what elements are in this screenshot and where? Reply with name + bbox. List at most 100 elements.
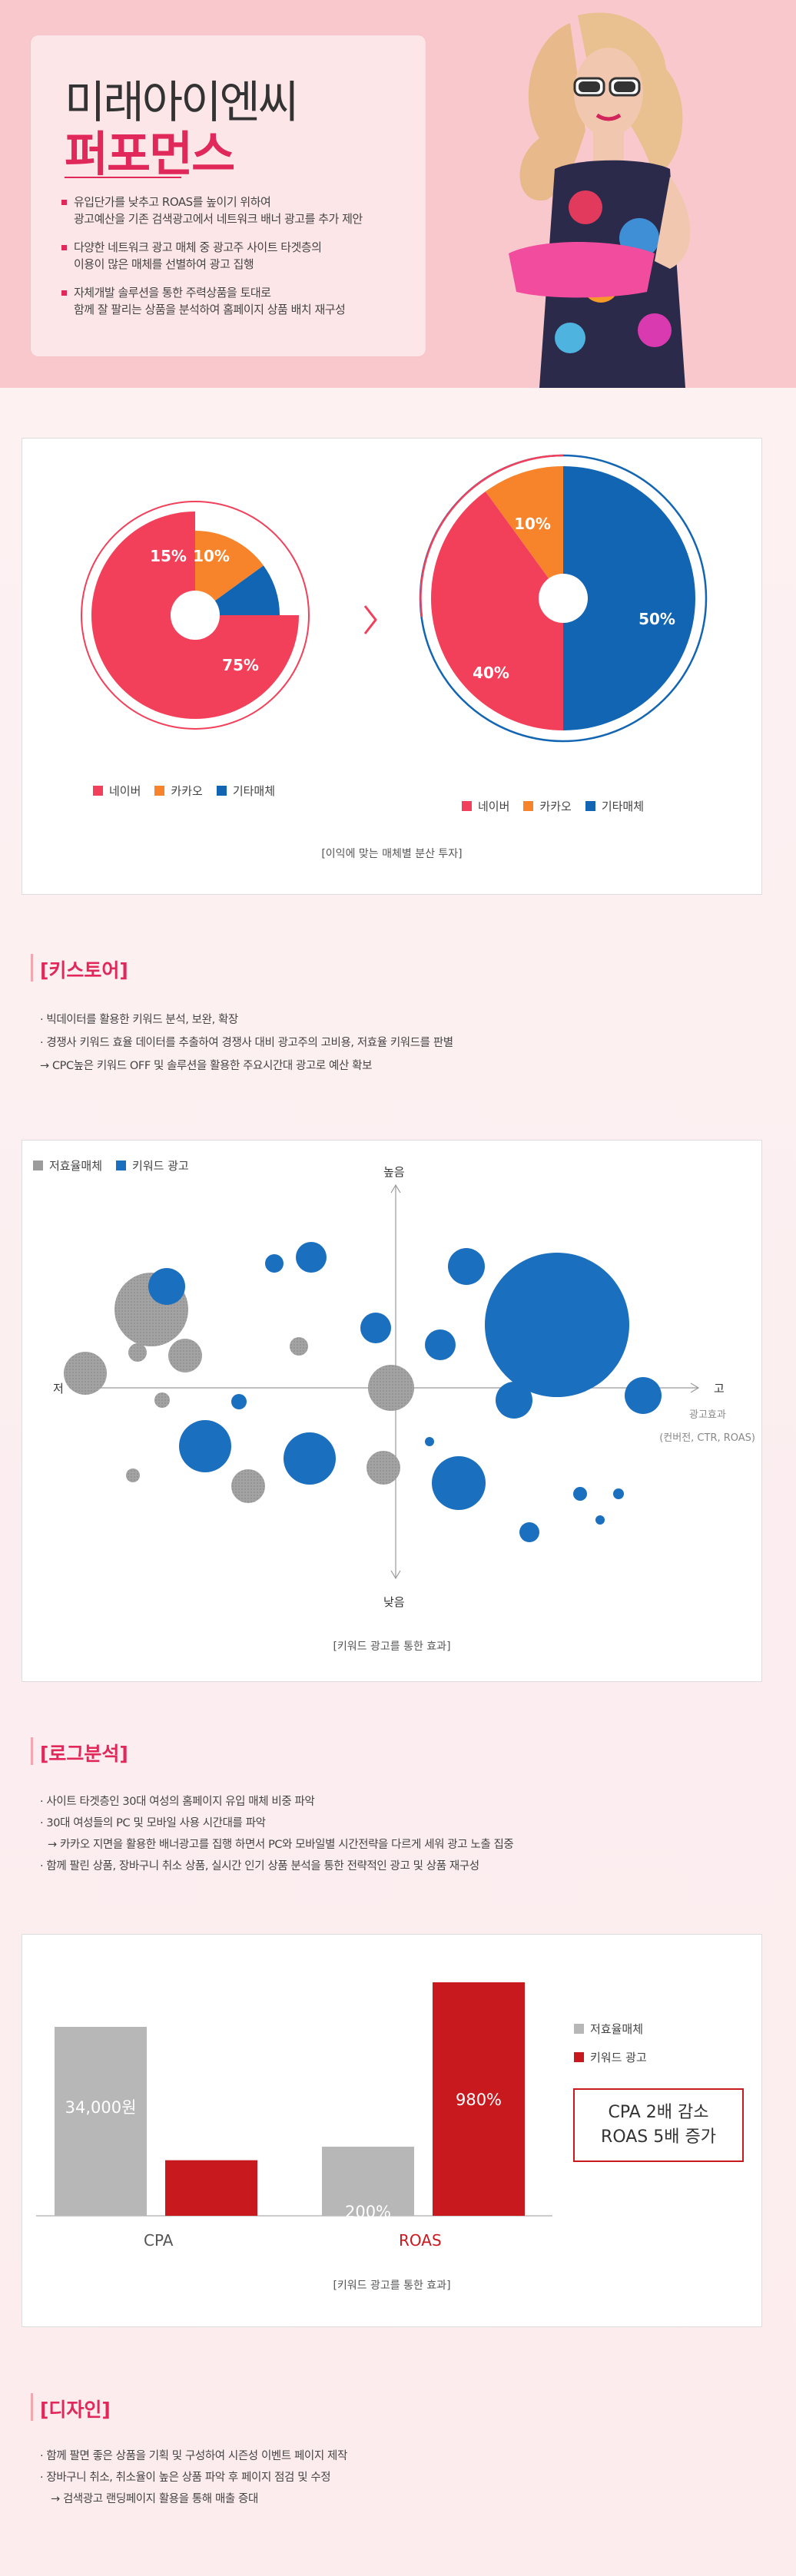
design-item: → 검색광고 랜딩페이지 활용을 통해 매출 증대 <box>51 2493 258 2505</box>
bubble-keyword-ad <box>425 1437 434 1446</box>
bubble-low-efficiency <box>290 1337 308 1356</box>
design-item: · 함께 팔면 좋은 상품을 기획 및 구성하여 시즌성 이벤트 페이지 제작 <box>40 2450 347 2462</box>
keystore-item: · 경쟁사 키워드 효율 데이터를 추출하여 경쟁사 대비 광고주의 고비용, … <box>40 1037 453 1049</box>
bubble-low-efficiency <box>128 1343 147 1362</box>
bar-value-label: 980% <box>456 2091 502 2109</box>
section-accent <box>31 1737 33 1765</box>
bubble-keyword-ad <box>448 1248 485 1285</box>
bubble-keyword-ad <box>595 1515 605 1525</box>
bubble-keyword-ad <box>265 1254 284 1273</box>
pie-before-label-kakao: 15% <box>150 547 187 565</box>
axis-label-effect: 광고효과 <box>689 1409 726 1421</box>
bar-roas-keyword-ad <box>433 1982 525 2216</box>
bubble-caption: [키워드 광고를 통한 효과] <box>333 1641 451 1653</box>
result-summary-box: CPA 2배 감소 ROAS 5배 증가 <box>573 2088 744 2162</box>
bar-caption: [키워드 광고를 통한 효과] <box>333 2280 451 2292</box>
pie-before-ring <box>81 501 310 730</box>
bubble-keyword-ad <box>573 1487 587 1501</box>
bubble-keyword-ad <box>231 1394 247 1409</box>
legend-item-low-efficiency: 저효율매체 <box>574 2021 647 2037</box>
bar-value-label: 34,000원 <box>65 2098 137 2117</box>
hero-item-line: 다양한 네트워크 광고 매체 중 광고주 사이트 타겟층의 <box>74 240 322 254</box>
pie-before-label-other: 10% <box>193 547 230 565</box>
pie-after-slice-naver <box>431 491 563 730</box>
hero-item-line: 이용이 많은 매체를 선별하여 광고 집행 <box>74 257 254 271</box>
y-axis-arrow-down <box>390 1570 401 1580</box>
bubble-keyword-ad <box>179 1420 231 1472</box>
pie-after-center-hole <box>539 574 588 623</box>
pie-before-center-hole <box>171 591 220 640</box>
bar-chart: 34,000원 10,000원 200% 980% <box>36 1982 552 2235</box>
axis-label-high: 높음 <box>383 1165 405 1179</box>
legend-item-other: 기타매체 <box>216 783 275 799</box>
hero-item-line: 자체개발 솔루션을 통한 주력상품을 토대로 <box>74 286 271 300</box>
hero-divider <box>65 177 181 178</box>
legend-item-low-efficiency: 저효율매체 <box>33 1157 102 1174</box>
bar-value-label: 200% <box>345 2203 391 2221</box>
bubble-keyword-ad <box>425 1329 456 1360</box>
bar-roas-low-efficiency <box>322 2147 414 2216</box>
bubble-group <box>64 1242 662 1542</box>
hero-list: 유입단가를 낮추고 ROAS를 높이기 위하여 광고예산을 기존 검색광고에서 네… <box>60 194 413 329</box>
x-axis-arrow <box>690 1382 700 1393</box>
result-cpa: CPA 2배 감소 <box>608 2103 709 2122</box>
hero-card: 미래아이엔씨 퍼포먼스 유입단가를 낮추고 ROAS를 높이기 위하여 광고예산을… <box>31 35 426 356</box>
axis-label-left: 저 <box>53 1382 64 1396</box>
bar-group: 34,000원 10,000원 200% 980% <box>55 1982 525 2235</box>
legend-item-other: 기타매체 <box>585 798 644 814</box>
section-accent <box>31 954 33 982</box>
bubble-keyword-ad <box>360 1313 391 1343</box>
bar-category-cpa: CPA <box>144 2231 174 2250</box>
pie-before-slice-kakao <box>195 531 264 615</box>
pie-charts: 75% 15% 10% 40% 10% 50% <box>81 454 708 743</box>
hero-title-performance: 퍼포먼스 <box>65 126 235 182</box>
result-roas: ROAS 5배 증가 <box>601 2127 716 2147</box>
legend-item-keyword-ad: 키워드 광고 <box>574 2049 647 2065</box>
hero-title-company: 미래아이엔씨 <box>65 76 299 128</box>
pie-before-label-naver: 75% <box>222 656 259 674</box>
bubble-keyword-ad <box>148 1268 185 1305</box>
log-item: → 카카오 지면을 활용한 배너광고를 집행 하면서 PC와 모바일별 시간전략… <box>48 1839 514 1851</box>
legend-item-kakao: 카카오 <box>523 798 572 814</box>
hero-item-line: 함께 잘 팔리는 상품을 분석하여 홈페이지 상품 배치 재구성 <box>74 303 346 316</box>
bubble-low-efficiency <box>126 1468 140 1482</box>
comparison-arrow-icon <box>363 605 377 634</box>
pie-after-slice-other <box>563 466 695 730</box>
pie-chart-panel: 75% 15% 10% 40% 10% 50% 네이버 카카오 기타매체 네이버 카카오 … <box>22 438 762 895</box>
section-accent <box>31 2393 33 2421</box>
pie-legend-after: 네이버 카카오 기타매체 <box>462 798 644 814</box>
axis-label-effect-sub: (컨버전, CTR, ROAS) <box>659 1432 755 1444</box>
pie-after-ring-accent <box>420 454 564 618</box>
bar-category-roas: ROAS <box>399 2231 442 2250</box>
bar-value-label: 10,000원 <box>176 2217 247 2235</box>
bubble-low-efficiency <box>64 1352 107 1395</box>
bubble-low-efficiency <box>366 1451 400 1485</box>
bar-cpa-keyword-ad <box>165 2160 257 2216</box>
legend-item-naver: 네이버 <box>93 783 141 799</box>
pie-after-label-naver: 40% <box>473 664 509 682</box>
hero-item-line: 광고예산을 기존 검색광고에서 네트워크 배너 광고를 추가 제안 <box>74 212 363 226</box>
log-item: · 함께 팔린 상품, 장바구니 취소 상품, 실시간 인기 상품 분석을 통한… <box>40 1860 479 1872</box>
bubble-keyword-ad <box>496 1382 532 1419</box>
y-axis-arrow-up <box>390 1184 401 1194</box>
bubble-chart <box>64 1184 700 1580</box>
bubble-legend: 저효율매체 키워드 광고 <box>33 1157 189 1174</box>
bubble-low-efficiency <box>168 1339 202 1372</box>
bubble-low-efficiency <box>231 1469 265 1503</box>
bubble-low-efficiency <box>154 1392 170 1408</box>
keystore-item: · 빅데이터를 활용한 키워드 분석, 보완, 확장 <box>40 1014 238 1026</box>
bubble-keyword-ad <box>296 1242 327 1273</box>
log-title: [로그분석] <box>40 1743 128 1765</box>
bubble-keyword-ad <box>613 1488 624 1499</box>
bubble-keyword-ad <box>432 1456 486 1510</box>
bubble-keyword-ad <box>625 1377 662 1414</box>
design-item: · 장바구니 취소, 취소율이 높은 상품 파악 후 페이지 점검 및 수정 <box>40 2472 331 2484</box>
pie-after-slice-kakao <box>485 466 563 598</box>
bubble-keyword-ad <box>519 1522 539 1542</box>
legend-item-kakao: 카카오 <box>154 783 203 799</box>
hero-list-item: 유입단가를 낮추고 ROAS를 높이기 위하여 광고예산을 기존 검색광고에서 네… <box>60 194 413 227</box>
bar-cpa-low-efficiency <box>55 2027 147 2216</box>
axis-label-low: 낮음 <box>383 1595 405 1609</box>
